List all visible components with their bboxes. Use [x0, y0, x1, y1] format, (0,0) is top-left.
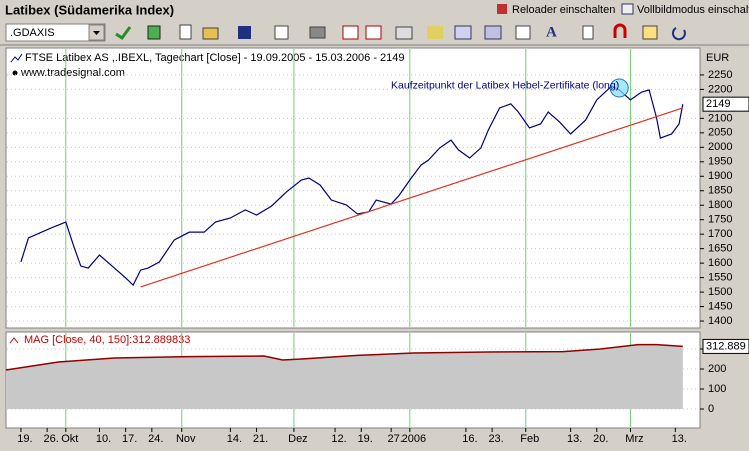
last-value-label: 2149 — [706, 98, 730, 110]
reload-icon[interactable] — [497, 4, 507, 14]
window-title: Latibex (Südamerika Index) — [5, 2, 174, 17]
x-tick-label: 2006 — [402, 433, 426, 445]
x-tick-label: Mrz — [625, 433, 643, 445]
y-tick-label: 1650 — [708, 243, 732, 255]
source-dot — [12, 70, 18, 76]
x-tick-label: 13. — [567, 433, 582, 445]
legend-glyph — [10, 53, 23, 63]
y-tick-label: 2200 — [708, 83, 732, 95]
area-line — [5, 343, 683, 371]
y-tick-label: 1750 — [708, 214, 732, 226]
tool-indicator[interactable] — [427, 26, 443, 39]
tool-font[interactable]: A — [546, 24, 557, 40]
annotation-circle — [609, 78, 629, 98]
annotation-text: Kaufzeitpunkt der Latibex Hebel-Zertifik… — [391, 80, 619, 92]
last-value-box — [702, 96, 749, 112]
y-tick-label: 200 — [708, 363, 726, 375]
x-tick-label: Feb — [520, 433, 539, 445]
source-text: www.tradesignal.com — [20, 67, 125, 79]
y-tick-label: 1600 — [708, 257, 732, 269]
x-tick-label: 19. — [17, 433, 32, 445]
x-tick-label: 23. — [488, 433, 503, 445]
x-tick-label: 21. — [253, 433, 268, 445]
symbol-text: .GDAXIS — [10, 27, 55, 39]
x-tick-label: Okt — [61, 433, 78, 445]
y-tick-label: 100 — [708, 383, 726, 395]
tool-props[interactable] — [515, 25, 531, 40]
x-tick-label: 24. — [148, 433, 163, 445]
symbol-combo[interactable] — [5, 23, 106, 42]
x-tick-label: 10. — [96, 433, 111, 445]
tool-study[interactable] — [454, 25, 472, 40]
y-tick-label: 1700 — [708, 228, 732, 240]
tool-chart2[interactable] — [365, 25, 382, 40]
y-tick-label: 1450 — [708, 300, 732, 312]
y-tick-label: 1400 — [708, 315, 732, 327]
tool-copy[interactable] — [274, 25, 289, 40]
y-tick-label: 1550 — [708, 272, 732, 284]
tool-open[interactable] — [202, 27, 219, 40]
trend-line — [140, 107, 683, 288]
main-panel — [5, 47, 701, 329]
fullscreen-button[interactable]: Vollbildmodus einschalt — [637, 4, 749, 16]
y-tick-label: 2000 — [708, 141, 732, 153]
mag-header: MAG [Close, 40, 150]:312.889833 — [24, 334, 190, 346]
x-tick-label: 19. — [358, 433, 373, 445]
tool-refresh[interactable] — [147, 25, 161, 40]
tool-print[interactable] — [309, 26, 326, 39]
x-tick-label: Dez — [288, 433, 308, 445]
x-tick-label: 20. — [593, 433, 608, 445]
tool-undo[interactable] — [671, 27, 686, 41]
x-tick-label: 13. — [672, 433, 687, 445]
x-tick-label: Nov — [176, 433, 196, 445]
y-tick-label: 0 — [708, 403, 714, 415]
fullscreen-icon[interactable] — [621, 3, 634, 15]
tool-window[interactable] — [395, 26, 413, 40]
tool-new[interactable] — [179, 24, 192, 40]
x-tick-label: 12. — [331, 433, 346, 445]
x-tick-label: 27. — [387, 433, 402, 445]
y-tick-label: 1800 — [708, 199, 732, 211]
y-tick-label: 1950 — [708, 156, 732, 168]
tool-sigma[interactable] — [484, 25, 502, 40]
y-tick-label: 2100 — [708, 112, 732, 124]
last-value-box — [702, 338, 749, 354]
y-tick-label: 2250 — [708, 69, 732, 81]
x-tick-label: 16. — [462, 433, 477, 445]
area-fill — [6, 344, 683, 409]
y-tick-label: 1850 — [708, 185, 732, 197]
tool-ok[interactable] — [115, 26, 132, 41]
y-tick-label: 2050 — [708, 127, 732, 139]
last-value-label: 312.889 — [706, 340, 746, 352]
y-tick-label: 1500 — [708, 286, 732, 298]
x-tick-label: 14. — [227, 433, 242, 445]
x-tick-label: 17. — [122, 433, 137, 445]
tool-magnet[interactable] — [613, 23, 627, 38]
x-tick-label: 26. — [43, 433, 58, 445]
tool-chart1[interactable] — [342, 25, 359, 40]
toolbar-icons — [115, 23, 686, 41]
tool-note[interactable] — [642, 25, 658, 40]
reloader-button[interactable]: Reloader einschalten — [512, 4, 615, 16]
mag-glyph — [9, 337, 19, 344]
price-line — [20, 85, 684, 287]
y-tick-label: 1900 — [708, 170, 732, 182]
combo-arrow-glyph — [93, 31, 100, 35]
legend-text: FTSE Latibex AS ,.IBEXL, Tagechart [Clos… — [25, 52, 405, 64]
tool-save[interactable] — [238, 26, 251, 39]
tool-cursor[interactable] — [582, 25, 594, 40]
y-unit: EUR — [706, 52, 729, 64]
